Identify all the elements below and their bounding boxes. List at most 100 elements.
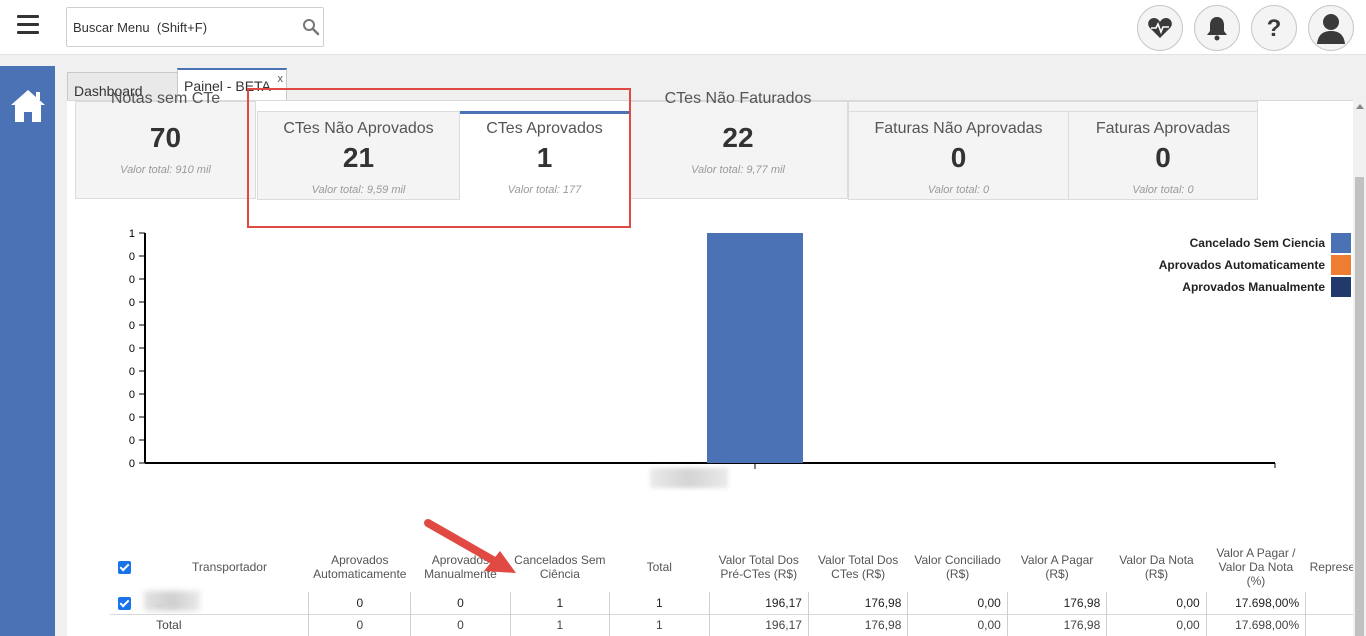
y-tick-label: 0 bbox=[129, 274, 135, 286]
y-tick-label: 0 bbox=[129, 435, 135, 447]
chart-bars bbox=[707, 233, 803, 463]
card-ctes-nao-aprovados[interactable]: CTes Não Aprovados 21 Valor total: 9,59 … bbox=[257, 111, 460, 200]
table-cell: 0,00 bbox=[907, 592, 1008, 614]
column-header[interactable]: Valor Total Dos Pré-CTes (R$) bbox=[718, 553, 799, 581]
question-icon: ? bbox=[1267, 15, 1282, 41]
tab-close-icon[interactable]: x bbox=[277, 73, 284, 85]
select-all-checkbox[interactable] bbox=[118, 561, 131, 575]
card-ctes-nao-faturados[interactable]: CTes Não Faturados 22 Valor total: 9,77 … bbox=[629, 90, 848, 199]
row-checkbox[interactable] bbox=[118, 596, 131, 610]
legend-item[interactable]: Cancelado Sem Ciencia bbox=[1159, 232, 1351, 254]
tab-painel-beta[interactable]: Painel - BETA x bbox=[177, 68, 287, 101]
column-header[interactable]: Total bbox=[646, 560, 672, 574]
help-button[interactable]: ? bbox=[1251, 5, 1297, 51]
column-header[interactable]: Aprovados Automaticamente bbox=[313, 553, 407, 581]
annotation-arrow-icon bbox=[424, 519, 516, 573]
table-cell: 1 bbox=[609, 592, 710, 614]
y-tick-label: 0 bbox=[129, 343, 135, 355]
table-cell: 0 bbox=[410, 613, 511, 636]
vertical-scrollbar[interactable] bbox=[1353, 100, 1366, 636]
y-tick-label: 1 bbox=[129, 228, 135, 240]
x-axis-category-label-blurred bbox=[650, 468, 728, 488]
y-tick-label: 0 bbox=[129, 366, 135, 378]
card-notas-sem-cte[interactable]: Notas sem CTe 70 Valor total: 910 mil bbox=[75, 90, 256, 199]
card-faturas-aprovadas[interactable]: Faturas Aprovadas 0 Valor total: 0 bbox=[1069, 111, 1258, 200]
card-value: 0 bbox=[950, 142, 967, 173]
card-footer: Valor total: 9,59 mil bbox=[311, 184, 406, 196]
column-header[interactable]: Valor Total Dos CTes (R$) bbox=[818, 553, 899, 581]
column-header[interactable]: Valor A Pagar (R$) bbox=[1020, 553, 1094, 581]
annotation-highlight-box bbox=[247, 88, 631, 228]
table-cell: 0,00 bbox=[1106, 613, 1207, 636]
card-footer: Valor total: 177 bbox=[507, 184, 582, 196]
table-cell: 176,98 bbox=[1006, 592, 1107, 614]
notifications-button[interactable] bbox=[1194, 5, 1240, 51]
card-title: CTes Aprovados bbox=[486, 120, 603, 137]
table-cell: 176,98 bbox=[807, 613, 908, 636]
legend-label: Aprovados Manualmente bbox=[1182, 280, 1325, 294]
card-value: 0 bbox=[1155, 142, 1171, 173]
legend-swatch bbox=[1331, 255, 1351, 275]
table-cell: 196,17 bbox=[708, 613, 809, 636]
legend-label: Aprovados Automaticamente bbox=[1158, 258, 1325, 272]
card-title: CTes Não Aprovados bbox=[283, 120, 434, 137]
card-value: 70 bbox=[149, 122, 182, 153]
table-cell: 0,00 bbox=[1106, 592, 1207, 614]
empty-cell bbox=[110, 613, 151, 636]
table-cell: 196,17 bbox=[708, 592, 809, 614]
legend-swatch bbox=[1331, 233, 1351, 253]
scroll-up-arrow-icon[interactable] bbox=[1356, 104, 1364, 109]
card-title: Notas sem CTe bbox=[110, 90, 221, 107]
card-title: Faturas Aprovadas bbox=[1095, 120, 1231, 137]
bar bbox=[707, 233, 803, 463]
y-tick-label: 0 bbox=[129, 412, 135, 424]
y-axis: 1 0 0 0 0 0 0 0 0 0 0 bbox=[129, 228, 1276, 470]
table-cell: 0 bbox=[308, 592, 411, 614]
legend-item[interactable]: Aprovados Manualmente bbox=[1159, 276, 1351, 298]
card-footer: Valor total: 910 mil bbox=[120, 164, 211, 176]
home-icon[interactable] bbox=[9, 88, 47, 124]
card-ctes-aprovados[interactable]: CTes Aprovados 1 Valor total: 177 bbox=[460, 111, 629, 200]
card-faturas-nao-aprovadas[interactable]: Faturas Não Aprovadas 0 Valor total: 0 bbox=[848, 111, 1069, 200]
hamburger-menu-icon[interactable] bbox=[17, 15, 39, 37]
health-button[interactable] bbox=[1137, 5, 1183, 51]
total-label: Total bbox=[150, 613, 309, 636]
column-header[interactable]: Aprovados Manualmente bbox=[424, 553, 497, 581]
column-header[interactable]: Represe bbox=[1309, 560, 1355, 574]
transportador-name-blurred bbox=[144, 591, 200, 611]
card-title: Faturas Não Aprovadas bbox=[874, 120, 1043, 137]
table-cell: 17.698,00% bbox=[1205, 613, 1306, 636]
card-title: CTes Não Faturados bbox=[664, 90, 812, 107]
y-tick-label: 0 bbox=[129, 251, 135, 263]
legend-swatch bbox=[1331, 277, 1351, 297]
svg-text:?: ? bbox=[1267, 15, 1282, 41]
tab-dashboard-label: Dashboard bbox=[74, 83, 143, 99]
row-checkbox-cell bbox=[110, 592, 150, 614]
table-row[interactable]: L 0 0 1 1 196,17 176,98 0,00 176,98 0,00… bbox=[110, 592, 1366, 614]
column-header[interactable]: Valor A Pagar / Valor Da Nota (%) bbox=[1216, 546, 1296, 588]
card-footer: Valor total: 9,77 mil bbox=[691, 164, 785, 176]
bar-chart: 1 0 0 0 0 0 0 0 0 0 0 bbox=[129, 228, 1276, 470]
legend-label: Cancelado Sem Ciencia bbox=[1189, 236, 1325, 250]
scroll-thumb[interactable] bbox=[1355, 177, 1364, 636]
card-footer: Valor total: 0 bbox=[927, 184, 990, 196]
bell-icon bbox=[1207, 17, 1227, 41]
column-header[interactable]: Cancelados Sem Ciência bbox=[514, 553, 606, 581]
search-input[interactable] bbox=[67, 8, 287, 46]
table-cell: 1 bbox=[509, 613, 610, 636]
tab-dashboard[interactable]: Dashboard bbox=[67, 72, 178, 101]
column-header[interactable]: Transportador bbox=[192, 560, 267, 574]
column-header[interactable]: Valor Da Nota (R$) bbox=[1119, 553, 1194, 581]
column-header[interactable]: Valor Conciliado (R$) bbox=[914, 553, 1001, 581]
search-icon[interactable] bbox=[302, 18, 320, 36]
table-cell: 176,98 bbox=[1006, 613, 1107, 636]
user-avatar-button[interactable] bbox=[1308, 5, 1354, 51]
table-cell: 0 bbox=[410, 592, 511, 614]
card-group-faturas-header bbox=[848, 101, 1258, 111]
y-tick-label: 0 bbox=[129, 458, 135, 470]
y-tick-label: 0 bbox=[129, 389, 135, 401]
sidebar bbox=[0, 66, 55, 636]
user-avatar-icon bbox=[1317, 14, 1345, 44]
legend-item[interactable]: Aprovados Automaticamente bbox=[1159, 254, 1351, 276]
table-total-row: Total 0 0 1 1 196,17 176,98 0,00 176,98 … bbox=[110, 613, 1366, 636]
